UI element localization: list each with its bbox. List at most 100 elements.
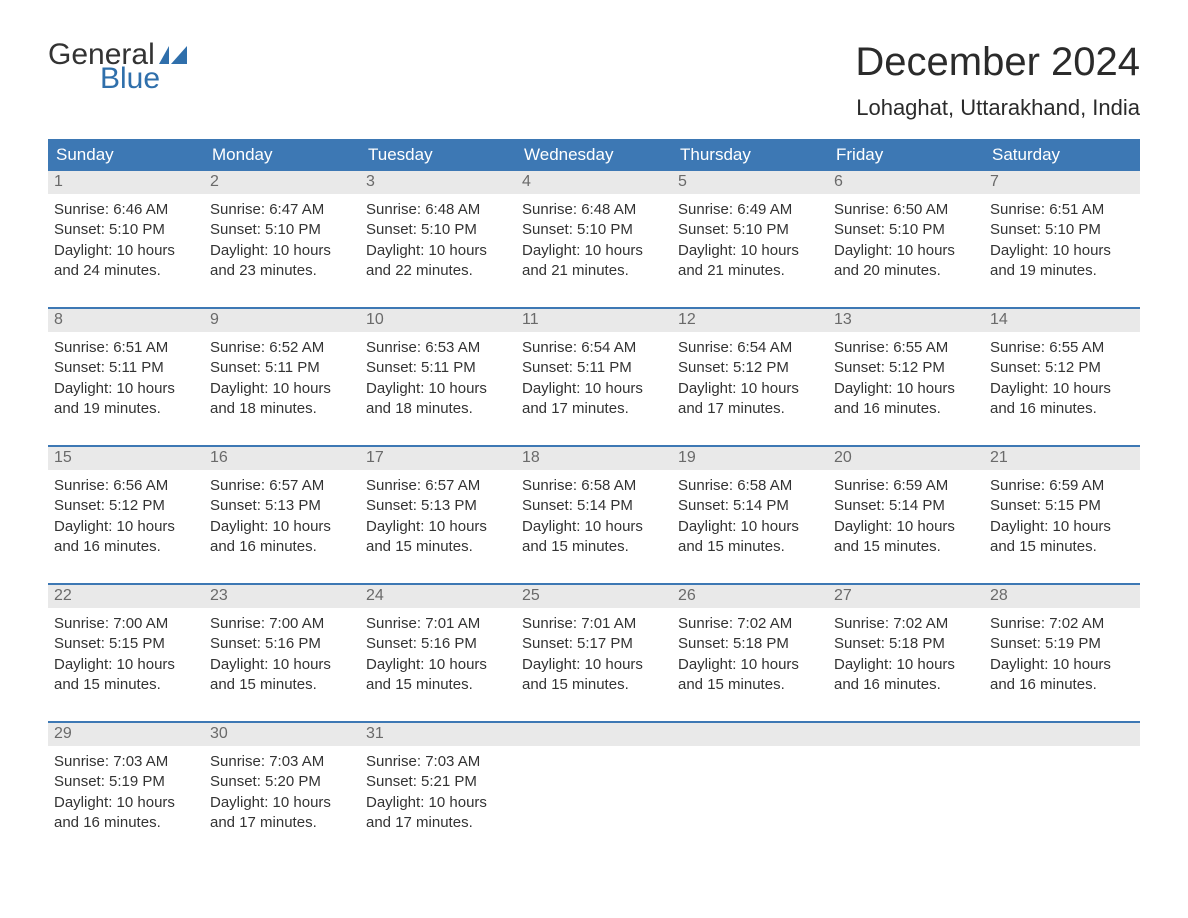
daylight-text: Daylight: 10 hours [210, 241, 354, 261]
day-number: 18 [516, 447, 672, 470]
month-title: December 2024 [855, 40, 1140, 85]
sunset-text: Sunset: 5:18 PM [834, 634, 978, 654]
day-cell: Sunrise: 6:53 AMSunset: 5:11 PMDaylight:… [360, 332, 516, 429]
day-cell: Sunrise: 6:58 AMSunset: 5:14 PMDaylight:… [672, 470, 828, 567]
day-cell: Sunrise: 6:54 AMSunset: 5:11 PMDaylight:… [516, 332, 672, 429]
sunrise-text: Sunrise: 6:51 AM [54, 338, 198, 358]
sunset-text: Sunset: 5:10 PM [678, 220, 822, 240]
day-number: 4 [516, 171, 672, 194]
sunset-text: Sunset: 5:21 PM [366, 772, 510, 792]
daylight-text: Daylight: 10 hours [210, 793, 354, 813]
sunset-text: Sunset: 5:20 PM [210, 772, 354, 792]
day-number: 8 [48, 309, 204, 332]
daylight-text: Daylight: 10 hours [366, 241, 510, 261]
sunrise-text: Sunrise: 7:03 AM [210, 752, 354, 772]
day-number: 29 [48, 723, 204, 746]
day-number: 14 [984, 309, 1140, 332]
sunrise-text: Sunrise: 7:00 AM [54, 614, 198, 634]
day-cell: Sunrise: 6:52 AMSunset: 5:11 PMDaylight:… [204, 332, 360, 429]
daylight-text: and 17 minutes. [366, 813, 510, 833]
day-number: 11 [516, 309, 672, 332]
day-number: 15 [48, 447, 204, 470]
daylight-text: Daylight: 10 hours [54, 655, 198, 675]
daylight-text: and 15 minutes. [522, 537, 666, 557]
sunrise-text: Sunrise: 6:50 AM [834, 200, 978, 220]
daylight-text: and 15 minutes. [366, 675, 510, 695]
sunrise-text: Sunrise: 6:53 AM [366, 338, 510, 358]
daylight-text: and 19 minutes. [54, 399, 198, 419]
calendar-week: 1234567Sunrise: 6:46 AMSunset: 5:10 PMDa… [48, 171, 1140, 291]
sunrise-text: Sunrise: 7:02 AM [990, 614, 1134, 634]
weekday-label: Sunday [48, 139, 204, 171]
day-cell: Sunrise: 7:00 AMSunset: 5:16 PMDaylight:… [204, 608, 360, 705]
sunset-text: Sunset: 5:16 PM [366, 634, 510, 654]
sunrise-text: Sunrise: 7:01 AM [522, 614, 666, 634]
calendar-week: 891011121314Sunrise: 6:51 AMSunset: 5:11… [48, 307, 1140, 429]
daylight-text: and 16 minutes. [54, 537, 198, 557]
day-cell [672, 746, 828, 843]
sunset-text: Sunset: 5:15 PM [54, 634, 198, 654]
daylight-text: and 16 minutes. [834, 399, 978, 419]
sunset-text: Sunset: 5:11 PM [366, 358, 510, 378]
day-number: 20 [828, 447, 984, 470]
daylight-text: and 17 minutes. [678, 399, 822, 419]
day-cell: Sunrise: 6:49 AMSunset: 5:10 PMDaylight:… [672, 194, 828, 291]
sunrise-text: Sunrise: 6:55 AM [834, 338, 978, 358]
day-cell: Sunrise: 7:01 AMSunset: 5:17 PMDaylight:… [516, 608, 672, 705]
sunset-text: Sunset: 5:12 PM [54, 496, 198, 516]
daylight-text: and 15 minutes. [522, 675, 666, 695]
sunrise-text: Sunrise: 6:49 AM [678, 200, 822, 220]
title-block: December 2024 Lohaghat, Uttarakhand, Ind… [855, 40, 1140, 121]
sunset-text: Sunset: 5:14 PM [522, 496, 666, 516]
day-cell: Sunrise: 6:51 AMSunset: 5:10 PMDaylight:… [984, 194, 1140, 291]
daylight-text: and 22 minutes. [366, 261, 510, 281]
daylight-text: Daylight: 10 hours [678, 379, 822, 399]
sunrise-text: Sunrise: 6:46 AM [54, 200, 198, 220]
sunrise-text: Sunrise: 7:00 AM [210, 614, 354, 634]
day-cell: Sunrise: 6:55 AMSunset: 5:12 PMDaylight:… [828, 332, 984, 429]
sunrise-text: Sunrise: 6:59 AM [834, 476, 978, 496]
daylight-text: Daylight: 10 hours [54, 517, 198, 537]
sunset-text: Sunset: 5:10 PM [54, 220, 198, 240]
daylight-text: and 17 minutes. [522, 399, 666, 419]
day-number: 13 [828, 309, 984, 332]
daylight-text: and 18 minutes. [366, 399, 510, 419]
daylight-text: and 16 minutes. [210, 537, 354, 557]
calendar-week: 22232425262728Sunrise: 7:00 AMSunset: 5:… [48, 583, 1140, 705]
sunrise-text: Sunrise: 6:56 AM [54, 476, 198, 496]
daylight-text: and 15 minutes. [990, 537, 1134, 557]
daylight-text: Daylight: 10 hours [366, 517, 510, 537]
daylight-text: and 16 minutes. [54, 813, 198, 833]
sunset-text: Sunset: 5:14 PM [834, 496, 978, 516]
day-cell: Sunrise: 7:03 AMSunset: 5:19 PMDaylight:… [48, 746, 204, 843]
daylight-text: Daylight: 10 hours [522, 517, 666, 537]
sunset-text: Sunset: 5:14 PM [678, 496, 822, 516]
daylight-text: and 16 minutes. [834, 675, 978, 695]
daylight-text: Daylight: 10 hours [834, 655, 978, 675]
sunset-text: Sunset: 5:13 PM [210, 496, 354, 516]
weekday-header: Sunday Monday Tuesday Wednesday Thursday… [48, 139, 1140, 171]
daylight-text: Daylight: 10 hours [522, 655, 666, 675]
sunset-text: Sunset: 5:15 PM [990, 496, 1134, 516]
sunset-text: Sunset: 5:10 PM [990, 220, 1134, 240]
day-number: 5 [672, 171, 828, 194]
day-number: 1 [48, 171, 204, 194]
daylight-text: Daylight: 10 hours [522, 241, 666, 261]
sunset-text: Sunset: 5:17 PM [522, 634, 666, 654]
day-cell: Sunrise: 6:59 AMSunset: 5:14 PMDaylight:… [828, 470, 984, 567]
sunset-text: Sunset: 5:10 PM [834, 220, 978, 240]
day-number: 9 [204, 309, 360, 332]
sunrise-text: Sunrise: 6:55 AM [990, 338, 1134, 358]
sunset-text: Sunset: 5:11 PM [210, 358, 354, 378]
sunset-text: Sunset: 5:10 PM [210, 220, 354, 240]
sunrise-text: Sunrise: 6:54 AM [522, 338, 666, 358]
sunrise-text: Sunrise: 6:48 AM [366, 200, 510, 220]
daylight-text: Daylight: 10 hours [366, 655, 510, 675]
daylight-text: Daylight: 10 hours [522, 379, 666, 399]
weekday-label: Tuesday [360, 139, 516, 171]
sunrise-text: Sunrise: 6:57 AM [210, 476, 354, 496]
weekday-label: Monday [204, 139, 360, 171]
sunset-text: Sunset: 5:12 PM [678, 358, 822, 378]
day-number: 17 [360, 447, 516, 470]
day-cell: Sunrise: 7:02 AMSunset: 5:19 PMDaylight:… [984, 608, 1140, 705]
